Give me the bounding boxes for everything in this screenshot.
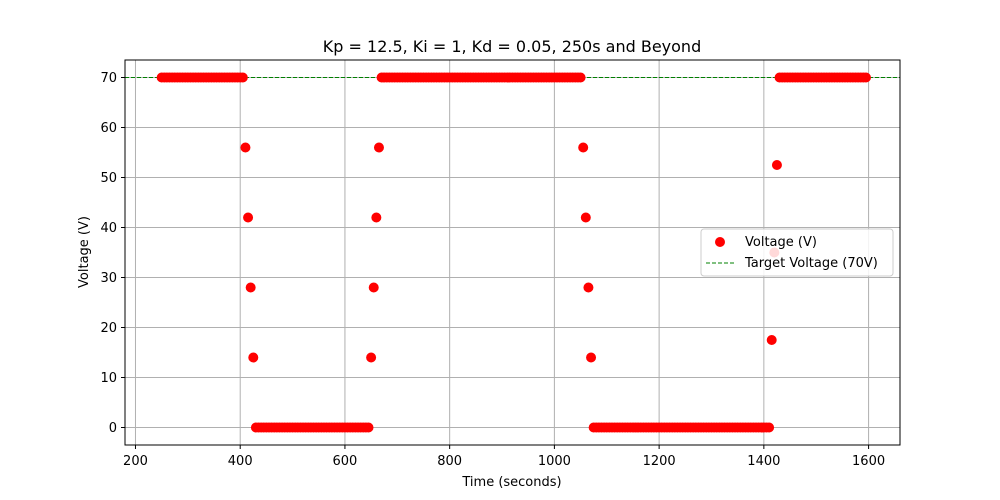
voltage-point (583, 282, 594, 293)
voltage-point (860, 72, 871, 83)
voltage-point (245, 282, 256, 293)
voltage-point (580, 212, 591, 223)
voltage-point (368, 282, 379, 293)
x-tick-label: 1000 (538, 454, 571, 469)
voltage-point (373, 142, 384, 153)
x-tick-label: 800 (437, 454, 462, 469)
voltage-point (771, 160, 782, 170)
x-tick-label: 200 (123, 454, 148, 469)
x-tick-label: 400 (228, 454, 253, 469)
x-tick-label: 600 (333, 454, 358, 469)
y-tick-label: 10 (100, 371, 117, 386)
y-axis-label: Voltage (V) (77, 216, 92, 288)
voltage-point (764, 422, 775, 433)
legend-label-voltage: Voltage (V) (745, 235, 817, 250)
x-axis: 200 400 600 800 1000 1200 1400 1600 (123, 445, 885, 469)
x-axis-label: Time (seconds) (461, 475, 561, 490)
y-axis: 0 10 20 30 40 50 60 70 (100, 71, 125, 436)
y-tick-label: 50 (100, 171, 117, 186)
voltage-point (371, 212, 382, 223)
voltage-point (575, 72, 586, 83)
legend-label-target: Target Voltage (70V) (744, 256, 878, 271)
voltage-point (243, 212, 254, 223)
x-tick-label: 1200 (643, 454, 676, 469)
grid (125, 60, 900, 445)
x-tick-label: 1400 (747, 454, 780, 469)
y-tick-label: 40 (100, 221, 117, 236)
legend-box (700, 228, 894, 277)
y-tick-label: 30 (100, 271, 117, 286)
chart-title: Kp = 12.5, Ki = 1, Kd = 0.05, 250s and B… (323, 37, 701, 56)
voltage-point (766, 335, 777, 345)
plot-frame (124, 59, 901, 446)
voltage-point (248, 352, 259, 363)
voltage-point (363, 422, 374, 433)
voltage-point (578, 142, 589, 153)
voltage-point (240, 142, 251, 153)
voltage-point (237, 72, 248, 83)
data-points (156, 72, 871, 433)
y-tick-label: 70 (100, 71, 117, 86)
y-tick-label: 20 (100, 321, 117, 336)
voltage-point (366, 352, 377, 363)
legend-marker-voltage (715, 237, 725, 247)
y-tick-label: 60 (100, 121, 117, 136)
voltage-point (586, 352, 597, 363)
legend: Voltage (V) Target Voltage (70V) (700, 228, 894, 277)
y-tick-label: 0 (109, 421, 117, 436)
x-tick-label: 1600 (852, 454, 885, 469)
